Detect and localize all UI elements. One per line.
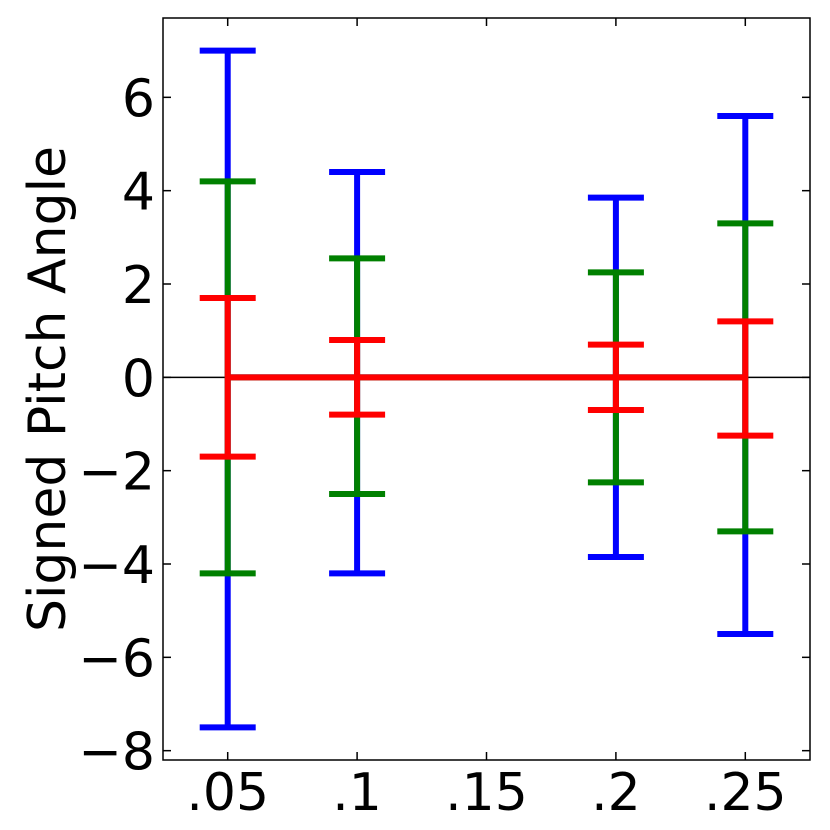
plot-area xyxy=(163,18,810,760)
series-3 xyxy=(199,295,774,460)
y-tick-label: −2 xyxy=(78,443,155,503)
y-tick-label: 0 xyxy=(122,349,155,409)
plot-frame xyxy=(162,17,811,761)
y-tick-label: 4 xyxy=(122,163,155,223)
y-tick-label: 6 xyxy=(122,69,155,129)
y-tick-label: 2 xyxy=(122,256,155,316)
series-layer xyxy=(199,47,774,731)
x-tick-label: .25 xyxy=(704,763,787,823)
x-tick-label: .15 xyxy=(445,763,528,823)
x-tick-label: .2 xyxy=(591,763,641,823)
y-tick-label: −6 xyxy=(78,629,155,689)
y-tick-label: −4 xyxy=(78,536,155,596)
ticks-layer: .05 .1 .15 .2 .25 6 4 2 0 −2 −4 −6 −8 xyxy=(78,18,810,823)
y-tick-label: −8 xyxy=(78,723,155,783)
x-tick-label: .1 xyxy=(332,763,382,823)
y-axis-label: Signed Pitch Angle xyxy=(18,146,78,632)
x-tick-label: .05 xyxy=(186,763,269,823)
